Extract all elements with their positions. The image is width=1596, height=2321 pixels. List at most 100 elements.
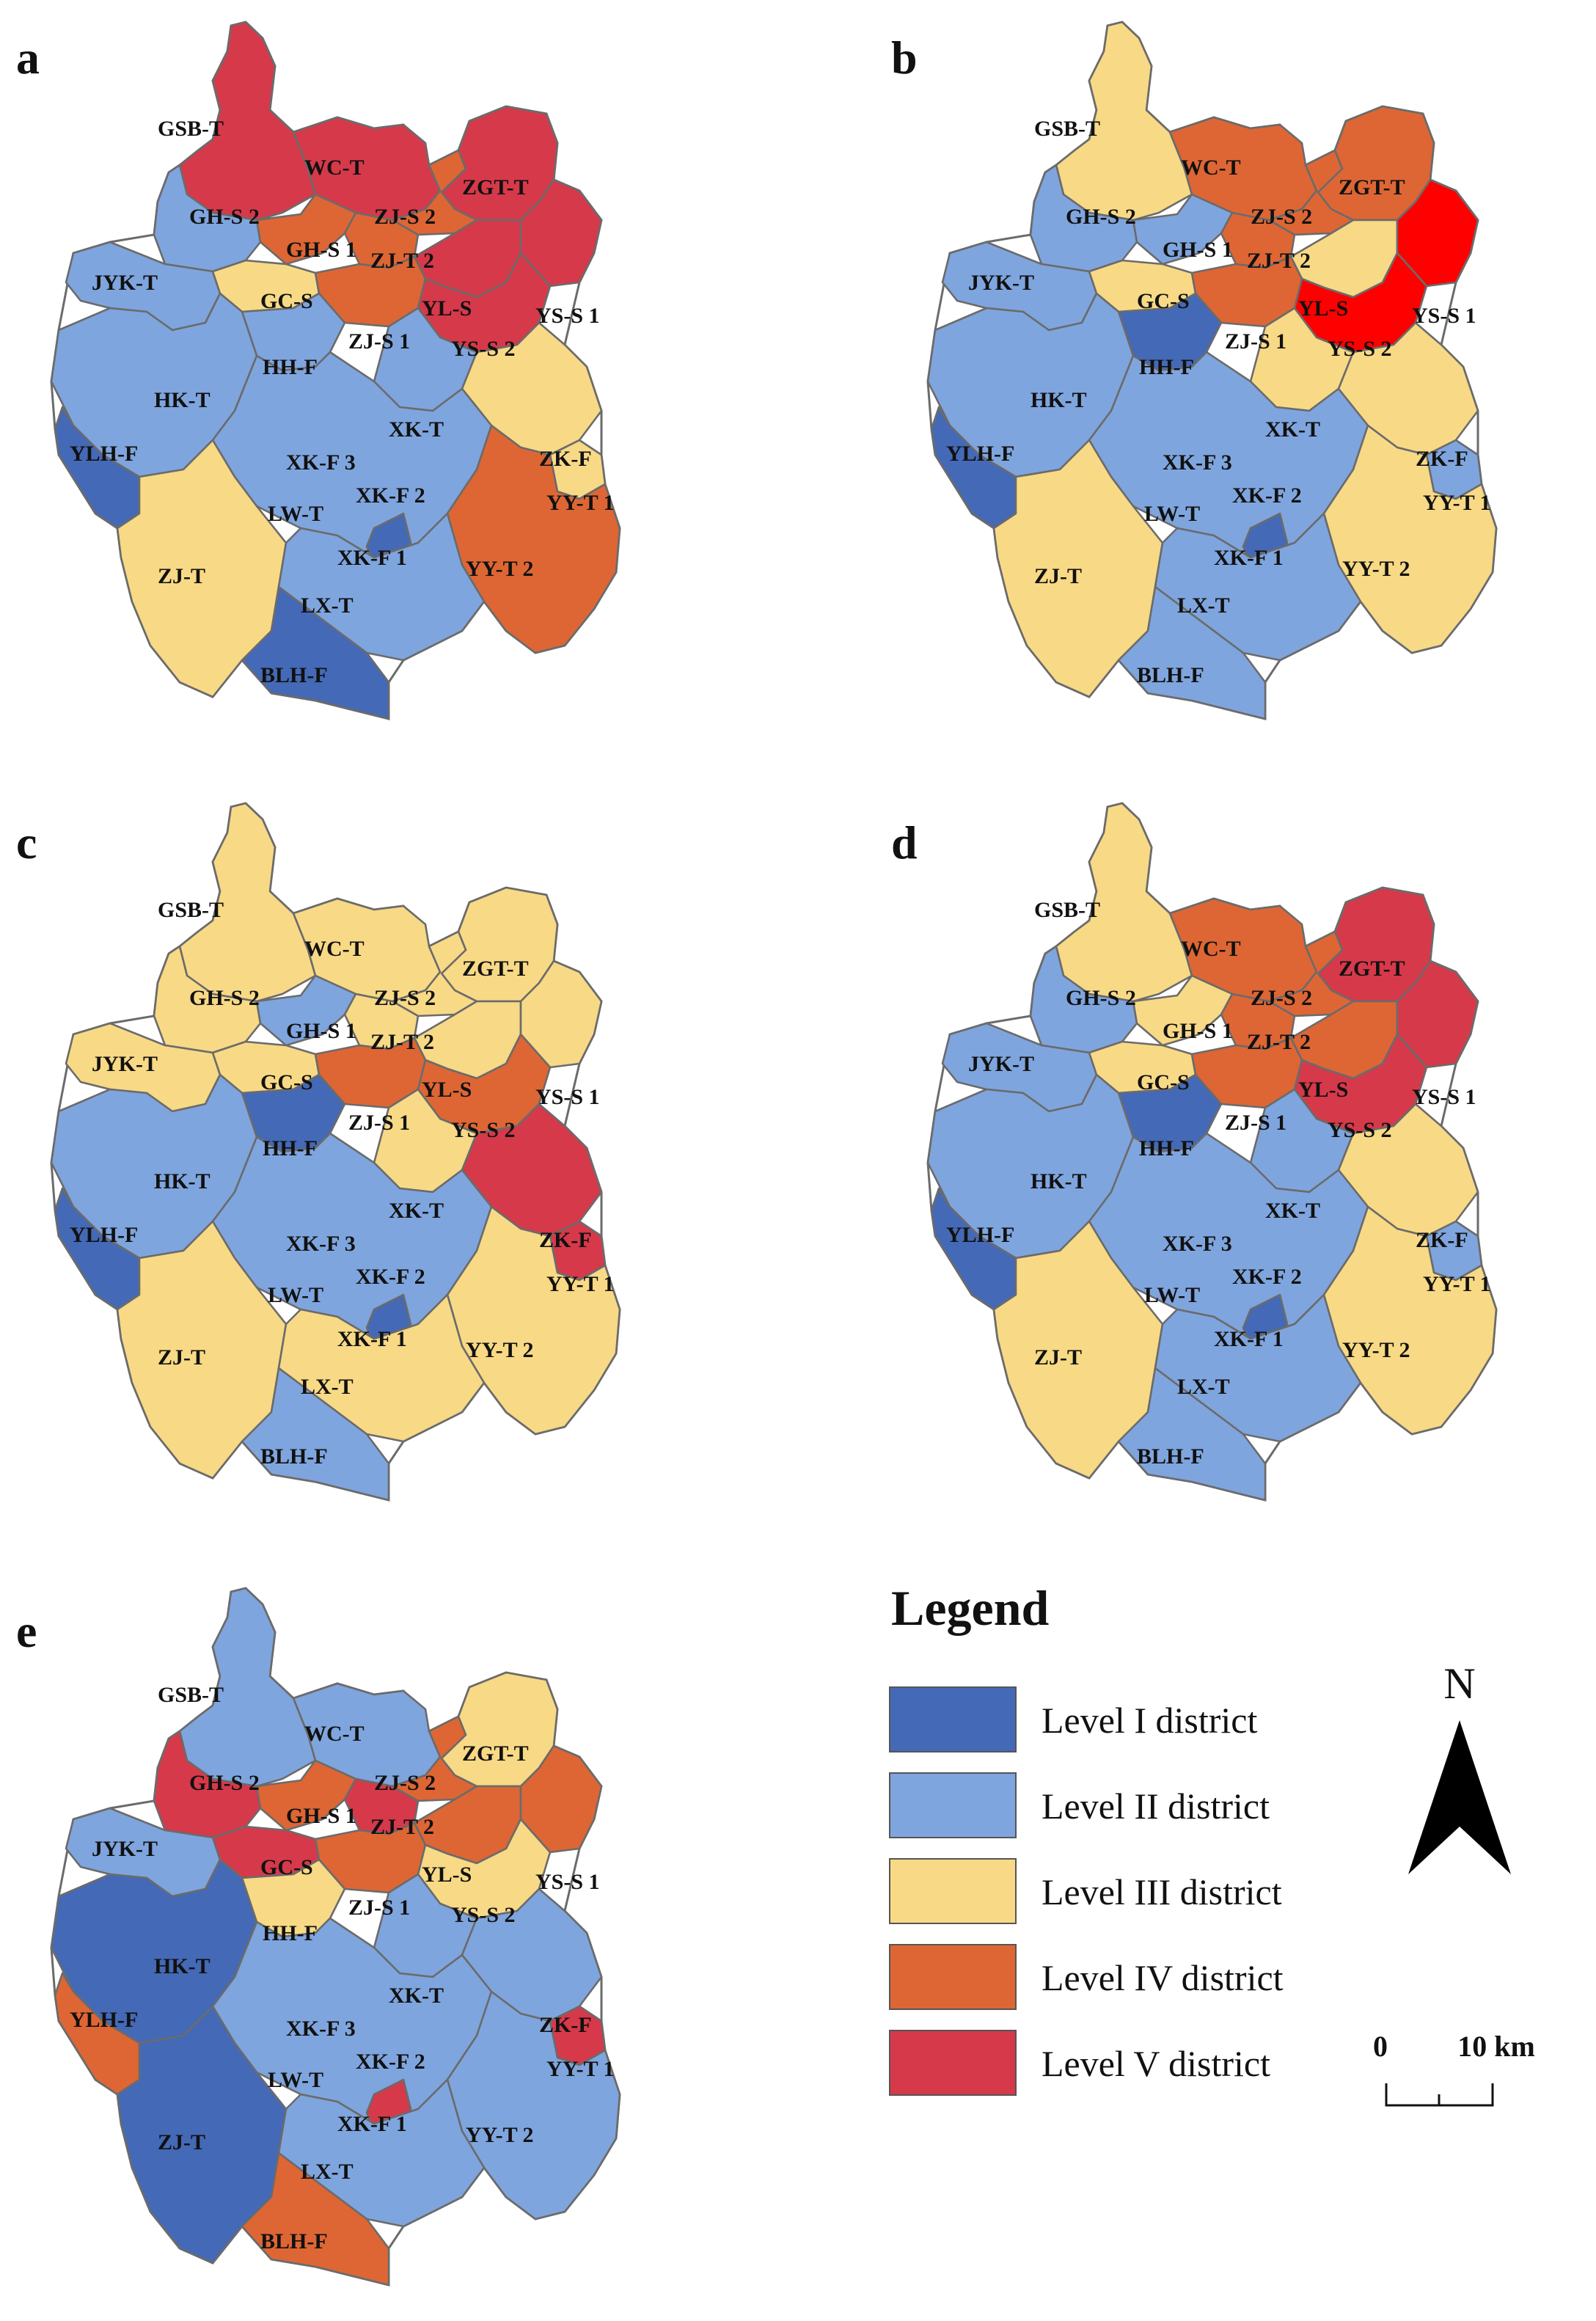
panel-letter: a <box>16 32 40 84</box>
district-label: LX-T <box>301 593 354 618</box>
district-label: JYK-T <box>92 1052 158 1076</box>
district-label: YLH-F <box>70 1223 138 1247</box>
district-label: ZK-F <box>539 2013 592 2037</box>
district-label: GH-S 1 <box>286 1804 356 1828</box>
district-label: HH-F <box>1139 1136 1194 1160</box>
district-label: ZJ-S 1 <box>348 1896 410 1920</box>
district-label: YS-S 1 <box>535 304 600 328</box>
district-label: YS-S 1 <box>535 1870 600 1894</box>
district-label: ZJ-S 1 <box>1225 1111 1286 1135</box>
district-gh-s-2 <box>153 945 262 1054</box>
district-label: LW-T <box>1144 1283 1200 1307</box>
district-label: YL-S <box>422 296 472 321</box>
district-label: YS-S 2 <box>451 337 516 361</box>
district-label: XK-F 3 <box>286 1232 356 1256</box>
district-blh-f <box>1117 585 1267 720</box>
district-label: XK-F 1 <box>337 2112 407 2136</box>
district-label: ZJ-T <box>158 1345 205 1370</box>
district-label: XK-F 3 <box>286 450 356 475</box>
map-panel-c: GSB-T WC-T ZGT-T GH-S 2 ZJ-S 2 GH-S 1 ZJ-T 2 JY… <box>50 802 621 1502</box>
district-label: YY-T 1 <box>546 491 615 515</box>
district-label: ZJ-T <box>158 2130 205 2154</box>
district-label: ZJ-S 1 <box>348 1111 410 1135</box>
legend-swatch <box>889 1686 1017 1752</box>
district-label: XK-T <box>389 417 444 442</box>
district-label: GSB-T <box>158 898 224 922</box>
legend-item: Level V district <box>889 2030 1270 2096</box>
district-label: YS-S 2 <box>451 1118 516 1142</box>
district-label: ZJ-T 2 <box>1247 249 1311 273</box>
district-label: YY-T 1 <box>546 1272 615 1296</box>
district-label: ZJ-S 2 <box>374 1771 436 1795</box>
district-label: YLH-F <box>946 1223 1014 1247</box>
district-label: GC-S <box>260 289 313 313</box>
district-label: LX-T <box>301 1375 354 1399</box>
district-label: YL-S <box>1298 1078 1348 1102</box>
district-label: YS-S 1 <box>1412 304 1476 328</box>
district-label: HH-F <box>1139 355 1194 379</box>
panel-letter: b <box>891 32 918 84</box>
district-label: LX-T <box>1177 1375 1230 1399</box>
district-blh-f <box>241 585 390 720</box>
district-label: HK-T <box>154 1169 211 1194</box>
district-label: WC-T <box>304 937 365 961</box>
district-label: GH-S 2 <box>189 986 260 1010</box>
district-label: YY-T 1 <box>1423 491 1491 515</box>
district-label: ZK-F <box>1416 1228 1468 1252</box>
district-label: ZJ-T 2 <box>370 1030 434 1054</box>
district-label: YL-S <box>1298 296 1348 321</box>
district-label: ZJ-S 2 <box>1251 205 1312 229</box>
district-label: YY-T 1 <box>546 2057 615 2081</box>
district-label: GC-S <box>1137 1070 1190 1094</box>
district-label: GC-S <box>1137 289 1190 313</box>
district-label: XK-F 3 <box>286 2017 356 2041</box>
district-label: GH-S 2 <box>1066 986 1136 1010</box>
district-blh-f <box>241 1367 390 1502</box>
north-arrow-icon: N <box>1408 1659 1511 1874</box>
district-label: HK-T <box>1031 1169 1087 1194</box>
district-label: YY-T 2 <box>466 557 534 581</box>
district-label: XK-F 1 <box>337 1327 407 1351</box>
district-label: LX-T <box>1177 593 1230 618</box>
district-label: YL-S <box>422 1863 472 1887</box>
district-label: ZK-F <box>1416 447 1468 471</box>
district-label: GH-S 1 <box>286 1019 356 1043</box>
district-label: YLH-F <box>70 2008 138 2032</box>
scale-end-label: 10 km <box>1457 2030 1535 2063</box>
district-label: YS-S 2 <box>451 1903 516 1927</box>
district-label: YLH-F <box>70 442 138 466</box>
district-label: WC-T <box>304 1722 365 1746</box>
district-label: XK-F 3 <box>1163 1232 1232 1256</box>
district-label: JYK-T <box>968 1052 1034 1076</box>
legend-item: Level I district <box>889 1686 1257 1752</box>
district-label: LW-T <box>268 2068 323 2092</box>
map-panels: GSB-T WC-T ZGT-T GH-S 2 ZJ-S 2 GH-S 1 ZJ-T 2 JY… <box>16 21 1498 2287</box>
district-label: HH-F <box>263 355 318 379</box>
legend-label: Level IV district <box>1042 1957 1284 1998</box>
district-blh-f <box>1117 1367 1267 1502</box>
panel-letter: d <box>891 816 918 869</box>
north-letter: N <box>1443 1659 1475 1708</box>
district-label: HK-T <box>154 388 211 412</box>
map-panel-d: GSB-T WC-T ZGT-T GH-S 2 ZJ-S 2 GH-S 1 ZJ-T 2 JY… <box>926 802 1498 1502</box>
district-label: YS-S 1 <box>1412 1085 1476 1109</box>
district-label: XK-T <box>1265 417 1320 442</box>
district-label: ZJ-S 1 <box>348 329 410 354</box>
map-panel-a: GSB-T WC-T ZGT-T GH-S 2 ZJ-S 2 GH-S 1 ZJ-T 2 JY… <box>50 21 621 720</box>
district-label: GH-S 2 <box>189 205 260 229</box>
legend-label: Level II district <box>1042 1785 1270 1827</box>
district-label: WC-T <box>1181 937 1241 961</box>
district-gh-s-2 <box>153 1730 262 1839</box>
district-gh-s-2 <box>153 164 262 273</box>
district-label: ZK-F <box>539 1228 592 1252</box>
legend-item: Level III district <box>889 1858 1282 1924</box>
district-label: XK-F 2 <box>1232 483 1302 508</box>
district-label: ZJ-T 2 <box>370 249 434 273</box>
district-label: GH-S 2 <box>189 1771 260 1795</box>
district-label: JYK-T <box>92 1837 158 1861</box>
district-label: GC-S <box>260 1855 313 1879</box>
district-label: XK-F 3 <box>1163 450 1232 475</box>
panel-letter: c <box>16 816 37 869</box>
district-label: XK-F 2 <box>356 483 425 508</box>
